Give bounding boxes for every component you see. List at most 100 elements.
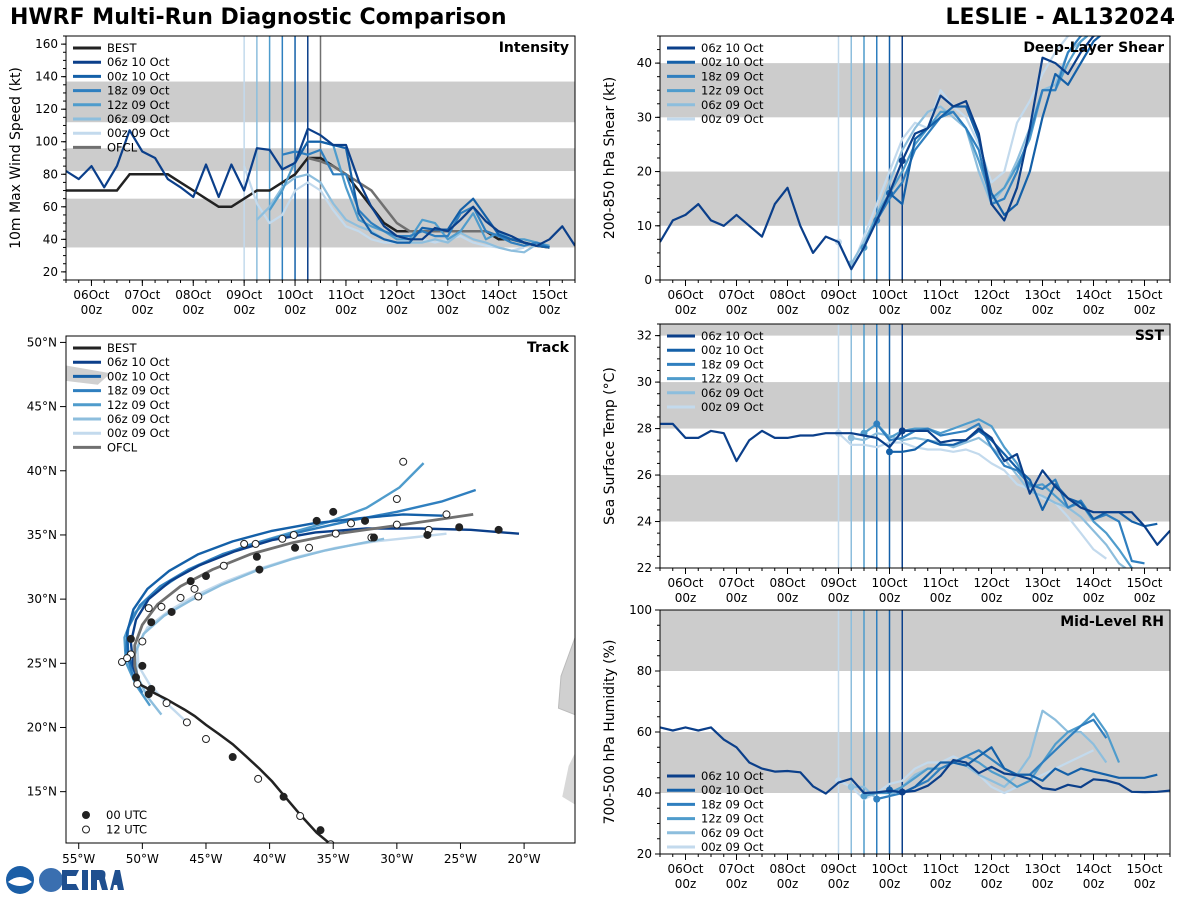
cira-mark-c-icon <box>62 870 79 890</box>
track-point-12utc <box>138 637 147 646</box>
x-tick-hour: 00z <box>1083 303 1105 317</box>
series-init-marker <box>886 448 893 456</box>
legend-label: 00z 10 Oct <box>701 783 764 797</box>
y-tick-label: 45°N <box>27 400 57 414</box>
series-line <box>660 36 1097 271</box>
y-tick-label: 26 <box>637 468 652 482</box>
track-point-00utc <box>316 826 325 835</box>
track-point-00utc <box>126 634 135 643</box>
track-point-00utc <box>437 842 440 843</box>
x-tick-hour: 00z <box>930 877 952 891</box>
shaded-band <box>660 171 1170 226</box>
y-tick-label: 25°N <box>27 656 57 670</box>
x-tick-day: 10Oct <box>871 862 907 876</box>
x-tick-hour: 00z <box>981 303 1003 317</box>
intensity-chart: 2040608010012014016006Oct00z07Oct00z08Oc… <box>8 35 576 317</box>
y-axis-label: 700-500 hPa Humidity (%) <box>602 640 618 825</box>
x-tick-hour: 00z <box>539 303 561 317</box>
y-tick-label: 20 <box>43 265 58 279</box>
x-tick-day: 06Oct <box>667 862 703 876</box>
x-tick-day: 14Oct <box>1075 862 1111 876</box>
x-tick-day: 11Oct <box>922 862 958 876</box>
x-tick-label: 25°W <box>444 852 477 866</box>
x-tick-hour: 00z <box>233 303 255 317</box>
x-tick-hour: 00z <box>777 877 799 891</box>
track-point-00utc <box>252 552 261 561</box>
cira-logo <box>6 866 124 894</box>
series-init-marker <box>898 427 906 435</box>
shaded-band <box>660 475 1170 522</box>
y-axis-label: 200-850 hPa Shear (kt) <box>602 77 618 239</box>
x-tick-day: 14Oct <box>1075 576 1111 590</box>
track-point-12utc <box>326 840 335 843</box>
legend-label: 12z 09 Oct <box>107 98 170 112</box>
y-tick-label: 160 <box>35 37 58 51</box>
track-point-00utc <box>423 530 432 539</box>
legend-label: 00z 10 Oct <box>701 343 764 357</box>
y-tick-label: 80 <box>43 167 58 181</box>
panel-label: Deep-Layer Shear <box>1023 40 1164 56</box>
axes-frame <box>65 335 576 844</box>
shaded-band <box>660 732 1170 793</box>
y-axis-label: Sea Surface Temp (°C) <box>602 367 618 525</box>
legend-label: 06z 09 Oct <box>107 412 170 426</box>
x-tick-day: 08Oct <box>175 288 211 302</box>
x-tick-day: 11Oct <box>328 288 364 302</box>
shear-plot-area <box>660 36 1170 280</box>
track-point-12utc <box>392 495 401 504</box>
legend-label: 06z 09 Oct <box>701 826 764 840</box>
track-point-12utc <box>392 520 401 529</box>
legend-label: 12z 09 Oct <box>701 84 764 98</box>
series-line <box>66 127 575 247</box>
x-tick-day: 11Oct <box>922 288 958 302</box>
y-tick-label: 40 <box>637 56 652 70</box>
x-tick-day: 14Oct <box>481 288 517 302</box>
series-line <box>837 432 1107 560</box>
shaded-band <box>660 610 1170 671</box>
y-axis-label: 10m Max Wind Speed (kt) <box>8 67 24 249</box>
x-tick-day: 09Oct <box>820 288 856 302</box>
track-point-12utc <box>331 529 340 538</box>
y-tick-label: 30 <box>637 110 652 124</box>
legend-label: 00z 10 Oct <box>701 55 764 69</box>
x-tick-hour: 00z <box>1134 877 1156 891</box>
y-tick-label: 50°N <box>27 335 57 349</box>
x-tick-hour: 00z <box>828 303 850 317</box>
track-point-12utc <box>347 519 356 528</box>
x-tick-day: 08Oct <box>769 576 805 590</box>
track-point-12utc <box>305 543 314 552</box>
legend-label: 12z 09 Oct <box>701 372 764 386</box>
y-tick-label: 100 <box>35 135 58 149</box>
marker-legend-label: 12 UTC <box>106 823 147 837</box>
series-init-marker <box>873 420 881 428</box>
x-tick-hour: 00z <box>726 303 748 317</box>
legend-label: 06z 09 Oct <box>701 386 764 400</box>
x-tick-day: 09Oct <box>820 862 856 876</box>
series-line <box>243 165 525 252</box>
x-tick-hour: 00z <box>777 303 799 317</box>
x-tick-hour: 00z <box>1032 877 1054 891</box>
africa-coast-shape <box>557 637 575 716</box>
track-point-12utc <box>133 679 142 688</box>
y-tick-label: 0 <box>644 273 652 287</box>
legend-label: 06z 10 Oct <box>701 41 764 55</box>
track-point-00utc <box>147 684 156 693</box>
x-tick-day: 10Oct <box>871 576 907 590</box>
x-tick-hour: 00z <box>1134 303 1156 317</box>
marker-legend-swatch <box>82 825 90 834</box>
legend-label: 00z 09 Oct <box>107 426 170 440</box>
track-point-12utc <box>254 774 263 783</box>
shaded-band <box>660 382 1170 429</box>
track-point-12utc <box>123 654 132 663</box>
track-point-12utc <box>144 604 153 613</box>
legend-label: 00z 10 Oct <box>107 69 170 83</box>
x-tick-day: 07Oct <box>718 576 754 590</box>
legend-label: 18z 09 Oct <box>107 84 170 98</box>
x-tick-hour: 00z <box>1134 591 1156 605</box>
x-tick-label: 20°W <box>508 852 541 866</box>
legend-label: 00z 10 Oct <box>107 369 170 383</box>
legend-label: BEST <box>107 41 137 55</box>
track-point-12utc <box>406 845 413 852</box>
track-point-00utc <box>147 618 156 627</box>
series-init-marker <box>847 783 855 791</box>
